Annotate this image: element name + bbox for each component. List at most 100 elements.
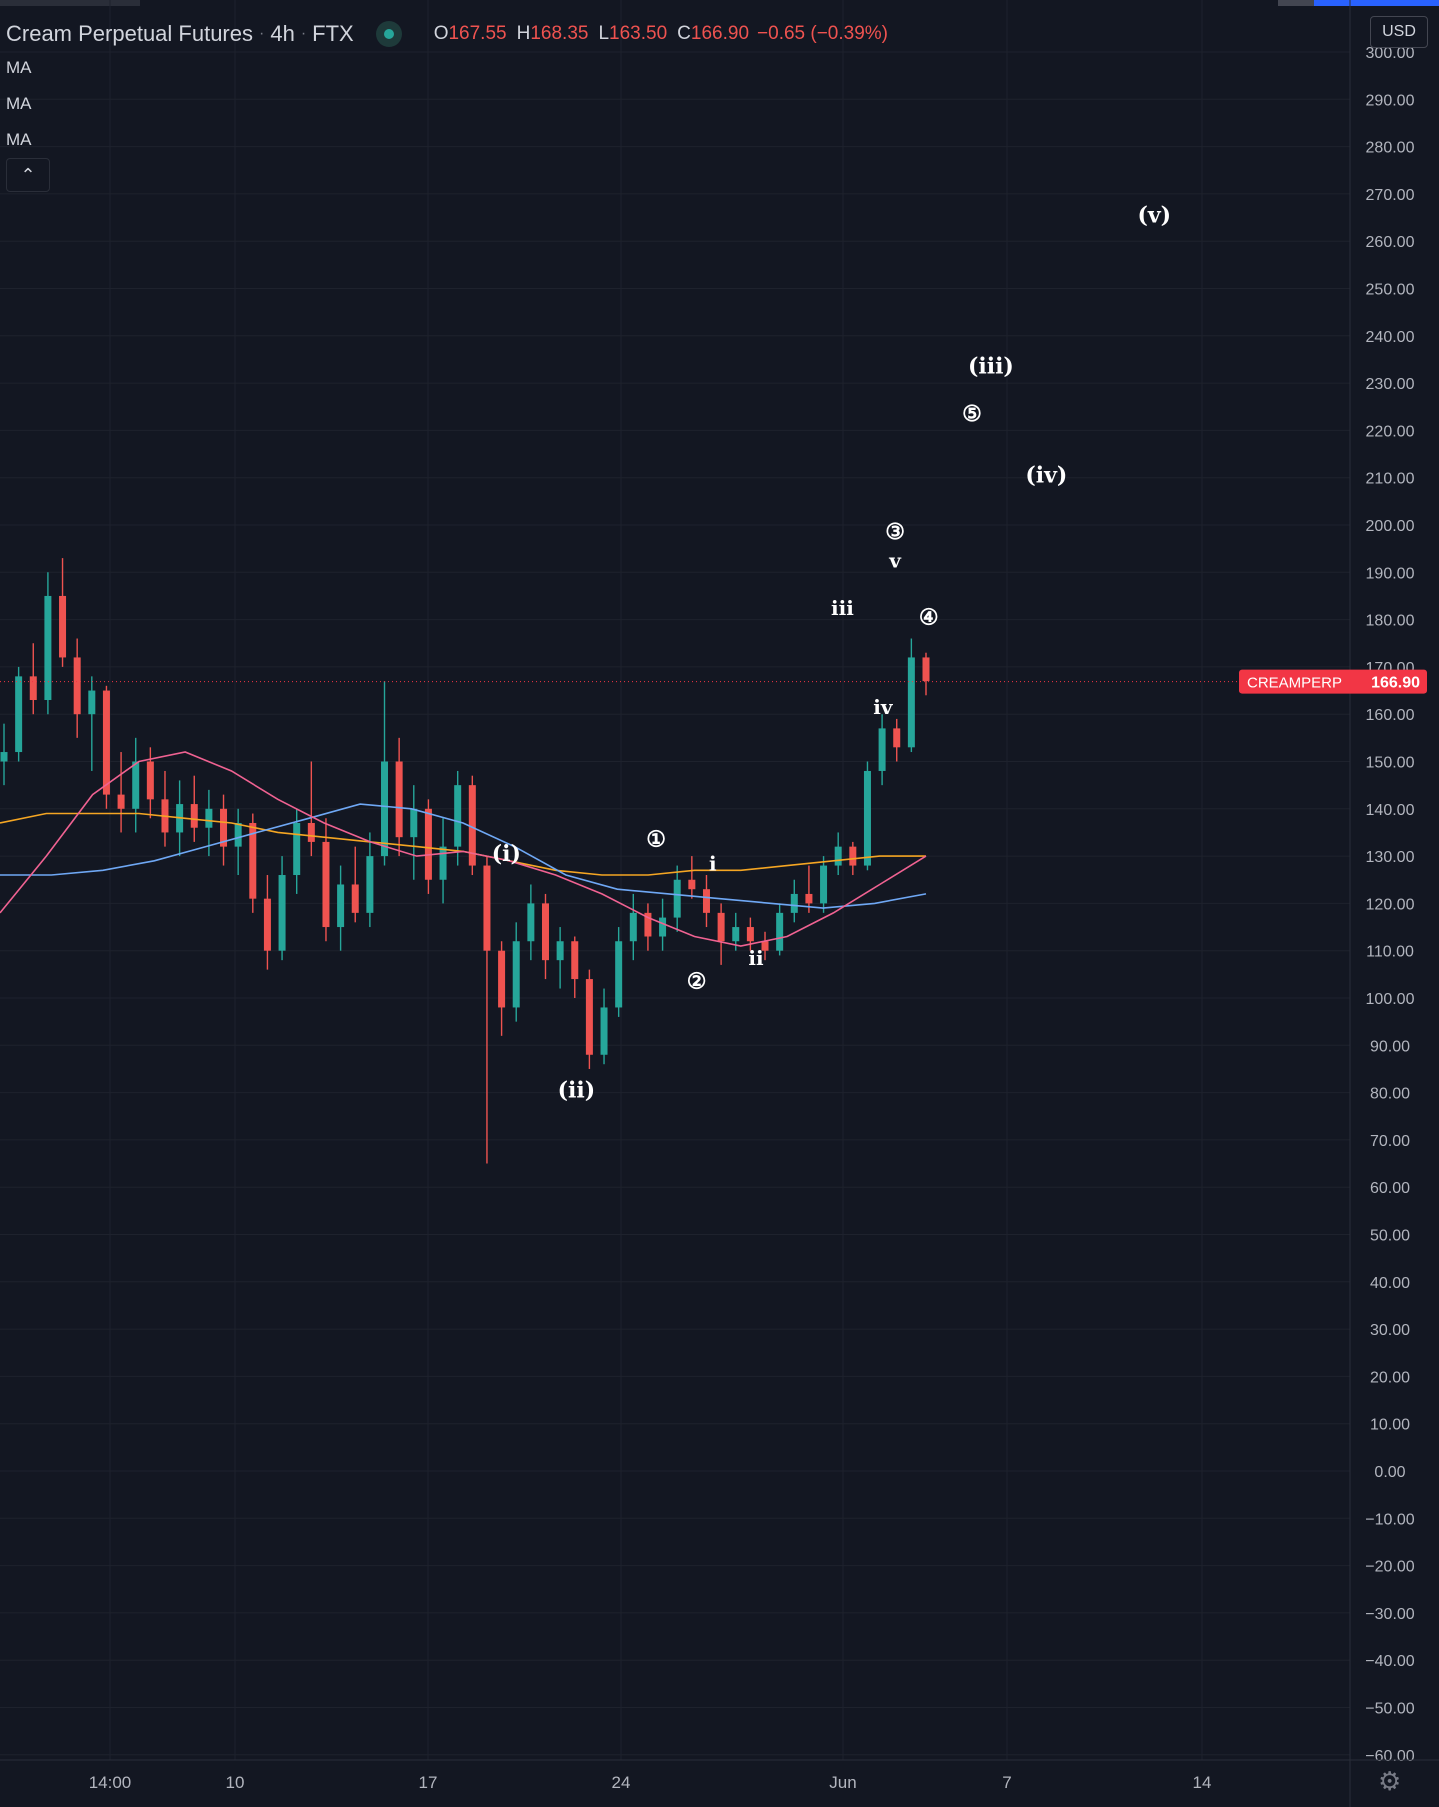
candle-body bbox=[922, 657, 930, 682]
market-status-icon[interactable] bbox=[375, 21, 402, 47]
current-price-value: 166.90 bbox=[1371, 675, 1420, 692]
candle-body bbox=[907, 657, 915, 748]
candle-body bbox=[117, 794, 125, 809]
price-tick-label: 40.00 bbox=[1370, 1275, 1410, 1292]
candle-body bbox=[732, 927, 740, 942]
candle-body bbox=[73, 657, 81, 715]
price-tick-label: 240.00 bbox=[1366, 329, 1415, 346]
candle-body bbox=[366, 856, 374, 913]
candle-body bbox=[44, 595, 52, 701]
wave-label: ⑤ bbox=[962, 401, 982, 427]
symbol-legend: Cream Perpetual Futures · 4h · FTX O 167.… bbox=[6, 20, 888, 48]
chevron-up-icon: ⌃ bbox=[20, 165, 36, 185]
indicator-ma-2[interactable]: MA bbox=[6, 94, 32, 113]
candle-body bbox=[59, 595, 67, 658]
candle-body bbox=[0, 752, 8, 762]
candle-body bbox=[717, 912, 725, 942]
candle-body bbox=[893, 728, 901, 748]
price-tick-label: 60.00 bbox=[1370, 1180, 1410, 1197]
symbol-name[interactable]: Cream Perpetual Futures bbox=[6, 21, 253, 46]
candle-body bbox=[293, 822, 301, 876]
time-tick-label: 7 bbox=[1002, 1773, 1011, 1792]
interval[interactable]: 4h bbox=[270, 21, 295, 46]
price-tick-label: 100.00 bbox=[1366, 991, 1415, 1008]
price-tick-label: 80.00 bbox=[1370, 1086, 1410, 1103]
candle-body bbox=[351, 884, 359, 913]
candle-body bbox=[820, 865, 828, 904]
candle-body bbox=[132, 761, 140, 809]
current-price-symbol: CREAMPERP bbox=[1247, 675, 1342, 692]
candle-body bbox=[307, 822, 315, 842]
current-price-badge bbox=[1239, 669, 1427, 694]
low-value: 163.50 bbox=[609, 23, 668, 44]
toolbar-tab[interactable] bbox=[1278, 0, 1314, 6]
low-label: L bbox=[598, 23, 610, 44]
wave-label: iv bbox=[873, 695, 894, 719]
price-tick-label: 230.00 bbox=[1366, 376, 1415, 393]
price-tick-label: −40.00 bbox=[1365, 1653, 1414, 1670]
candle-body bbox=[205, 808, 213, 828]
separator-dot: · bbox=[259, 25, 265, 42]
candle-body bbox=[541, 903, 549, 961]
toolbar-tab[interactable] bbox=[0, 0, 140, 6]
price-tick-label: 150.00 bbox=[1366, 755, 1415, 772]
price-tick-label: 280.00 bbox=[1366, 140, 1415, 157]
top-toolbar-strip bbox=[0, 0, 1439, 6]
price-tick-label: 30.00 bbox=[1370, 1322, 1410, 1339]
gear-icon[interactable]: ⚙ bbox=[1378, 1766, 1402, 1796]
price-tick-label: 200.00 bbox=[1366, 518, 1415, 535]
candle-body bbox=[615, 941, 623, 1008]
time-tick-label: 17 bbox=[419, 1773, 438, 1792]
price-tick-label: 190.00 bbox=[1366, 565, 1415, 582]
wave-label: iii bbox=[831, 596, 854, 620]
price-tick-label: 120.00 bbox=[1366, 896, 1415, 913]
candle-body bbox=[337, 884, 345, 928]
candle-body bbox=[571, 941, 579, 980]
candle-body bbox=[88, 690, 96, 715]
candle-body bbox=[527, 903, 535, 942]
wave-label: (iii) bbox=[968, 354, 1014, 380]
open-value: 167.55 bbox=[448, 23, 507, 44]
candle-body bbox=[702, 889, 710, 913]
candle-body bbox=[556, 941, 564, 961]
time-tick-label: 10 bbox=[226, 1773, 245, 1792]
currency-button[interactable]: USD bbox=[1370, 16, 1428, 48]
close-label: C bbox=[677, 23, 691, 44]
candle-body bbox=[249, 822, 257, 899]
candle-body bbox=[424, 808, 432, 880]
wave-label: (ii) bbox=[558, 1077, 596, 1103]
wave-label: ② bbox=[687, 969, 707, 995]
indicator-ma-1[interactable]: MA bbox=[6, 58, 32, 77]
price-tick-label: 10.00 bbox=[1370, 1417, 1410, 1434]
price-tick-label: 90.00 bbox=[1370, 1038, 1410, 1055]
price-tick-label: −10.00 bbox=[1365, 1511, 1414, 1528]
candle-body bbox=[761, 941, 769, 951]
candle-body bbox=[849, 846, 857, 866]
separator-dot: · bbox=[300, 25, 307, 42]
indicator-ma-3[interactable]: MA bbox=[6, 130, 32, 149]
wave-label: ① bbox=[646, 827, 666, 853]
candle-body bbox=[688, 879, 696, 890]
moving-average-line bbox=[0, 751, 927, 947]
candle-body bbox=[790, 893, 798, 913]
candle-body bbox=[600, 1007, 608, 1055]
candle-body bbox=[263, 898, 271, 951]
collapse-indicators-button[interactable]: ⌃ bbox=[6, 158, 50, 192]
candle-body bbox=[512, 941, 520, 1008]
price-tick-label: 140.00 bbox=[1366, 802, 1415, 819]
candle-body bbox=[629, 912, 637, 942]
price-tick-label: 300.00 bbox=[1366, 45, 1415, 62]
price-tick-label: 290.00 bbox=[1366, 92, 1415, 109]
candle-body bbox=[322, 841, 330, 928]
toolbar-tab-active[interactable] bbox=[1314, 0, 1439, 6]
wave-label: ④ bbox=[919, 604, 939, 630]
time-tick-label: Jun bbox=[829, 1773, 856, 1792]
candle-body bbox=[146, 761, 154, 800]
candle-body bbox=[878, 728, 886, 771]
exchange[interactable]: FTX bbox=[312, 21, 354, 46]
candle-body bbox=[585, 979, 593, 1055]
price-tick-label: 260.00 bbox=[1366, 234, 1415, 251]
candle-body bbox=[644, 912, 652, 937]
wave-label: i bbox=[709, 851, 717, 875]
